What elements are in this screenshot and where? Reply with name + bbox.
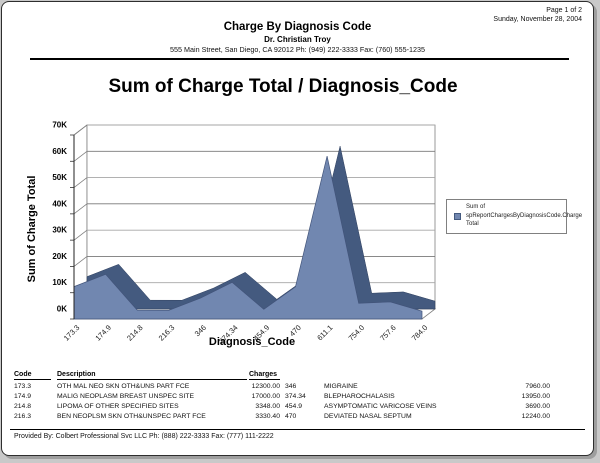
y-tick-label: 30K bbox=[52, 226, 67, 235]
column-header-charges: Charges bbox=[249, 371, 280, 380]
x-tick-label: 454.9 bbox=[252, 323, 272, 343]
x-tick-label: 784.0 bbox=[410, 323, 430, 343]
table-header-row: Code Description Charges bbox=[2, 371, 593, 381]
x-tick-label: 754.0 bbox=[346, 323, 366, 343]
footer-text: Provided By: Colbert Professional Svc LL… bbox=[14, 433, 274, 440]
column-header-code: Code bbox=[14, 371, 51, 380]
y-tick-label: 60K bbox=[52, 147, 67, 156]
table-row: 174.9 MALIG NEOPLASM BREAST UNSPEC SITE 17… bbox=[2, 393, 593, 403]
description-cell: BEN NEOPLSM SKN OTH&UNSPEC PART FCE bbox=[57, 413, 206, 420]
x-tick-label: 374.34 bbox=[217, 323, 240, 346]
code-cell: 454.9 bbox=[285, 403, 303, 410]
header-divider bbox=[30, 58, 569, 60]
x-tick-label: 174.9 bbox=[93, 323, 113, 343]
table-row: 216.3 BEN NEOPLSM SKN OTH&UNSPEC PART FCE… bbox=[2, 413, 593, 423]
code-cell: 374.34 bbox=[285, 393, 306, 400]
charges-cell: 13950.00 bbox=[521, 393, 550, 400]
charges-cell: 12300.00 bbox=[251, 383, 280, 390]
description-cell: LIPOMA OF OTHER SPECIFIED SITES bbox=[57, 403, 179, 410]
y-tick-connector bbox=[73, 256, 88, 267]
x-tick-label: 173.3 bbox=[62, 323, 82, 343]
code-cell: 470 bbox=[285, 413, 297, 420]
charges-cell: 3348.00 bbox=[255, 403, 280, 410]
description-cell: MALIG NEOPLASM BREAST UNSPEC SITE bbox=[57, 393, 194, 400]
legend-line-1: Sum of bbox=[466, 204, 486, 210]
legend-line-3: Total bbox=[466, 221, 479, 228]
chart-title: Sum of Charge Total / Diagnosis_Code bbox=[108, 76, 458, 97]
description-cell: MIGRAINE bbox=[324, 383, 358, 390]
y-tick-label: 70K bbox=[52, 121, 67, 130]
area-chart: 0K 10K 20K 30K 40K 50K 60K 70K 173.3 174.9 214.8 21… bbox=[52, 121, 437, 346]
table-row: 214.8 LIPOMA OF OTHER SPECIFIED SITES 3348… bbox=[2, 403, 593, 413]
x-tick-label: 470 bbox=[288, 323, 303, 338]
code-cell: 174.9 bbox=[14, 393, 32, 400]
y-tick-label: 50K bbox=[52, 173, 67, 182]
code-cell: 346 bbox=[285, 383, 297, 390]
charges-cell: 3690.00 bbox=[525, 403, 550, 410]
page-number: Page 1 of 2 bbox=[546, 7, 582, 14]
report-date: Sunday, November 28, 2004 bbox=[493, 16, 582, 24]
report-page: Page 1 of 2 Sunday, November 28, 2004 Ch… bbox=[1, 1, 594, 456]
y-tick-connector bbox=[73, 229, 88, 241]
charges-cell: 12240.00 bbox=[521, 413, 550, 420]
y-tick-connector bbox=[73, 203, 88, 215]
area-series-front bbox=[73, 155, 423, 320]
y-tick-label: 40K bbox=[52, 199, 67, 208]
charges-cell: 17000.00 bbox=[251, 393, 280, 400]
report-title: Charge By Diagnosis Code bbox=[223, 21, 372, 33]
y-tick-label: 0K bbox=[57, 305, 67, 314]
chart-legend: Sum of spReportChargesByDiagnosisCode.Ch… bbox=[446, 199, 583, 234]
code-cell: 214.8 bbox=[14, 403, 32, 410]
charges-cell: 3330.40 bbox=[255, 413, 280, 420]
description-cell: DEVIATED NASAL SEPTUM bbox=[324, 413, 412, 420]
x-tick-label: 214.8 bbox=[125, 323, 145, 343]
legend-swatch-icon bbox=[454, 213, 461, 220]
footer-divider bbox=[10, 429, 585, 430]
y-tick-label: 10K bbox=[52, 278, 67, 287]
legend-label: Sum of spReportChargesByDiagnosisCode.Ch… bbox=[466, 203, 583, 229]
doctor-name: Dr. Christian Troy bbox=[264, 35, 331, 44]
code-cell: 173.3 bbox=[14, 383, 32, 390]
description-cell: OTH MAL NEO SKN OTH&UNS PART FCE bbox=[57, 383, 190, 390]
page-header-meta: Page 1 of 2 Sunday, November 28, 2004 bbox=[493, 6, 582, 25]
x-tick-label: 216.3 bbox=[157, 323, 177, 343]
column-header-description: Description bbox=[57, 371, 247, 380]
x-axis-title: Diagnosis_Code bbox=[208, 336, 296, 348]
y-tick-label: 20K bbox=[52, 252, 67, 261]
description-cell: BLEPHAROCHALASIS bbox=[324, 393, 395, 400]
practice-address: 555 Main Street, San Diego, CA 92012 Ph:… bbox=[170, 45, 425, 54]
y-tick-connector bbox=[73, 150, 88, 162]
x-tick-label: 611.1 bbox=[315, 323, 334, 342]
chart-back-wall bbox=[86, 124, 436, 310]
legend-line-2: spReportChargesByDiagnosisCode.Charge bbox=[466, 212, 583, 219]
y-tick-connector bbox=[73, 177, 88, 188]
code-cell: 216.3 bbox=[14, 413, 32, 420]
x-tick-label: 346 bbox=[193, 323, 208, 338]
x-tick-label: 757.6 bbox=[378, 323, 398, 343]
charges-cell: 7960.00 bbox=[525, 383, 550, 390]
y-tick-connector bbox=[73, 124, 88, 136]
description-cell: ASYMPTOMATIC VARICOSE VEINS bbox=[324, 403, 437, 410]
table-row: 173.3 OTH MAL NEO SKN OTH&UNS PART FCE 123… bbox=[2, 383, 593, 393]
